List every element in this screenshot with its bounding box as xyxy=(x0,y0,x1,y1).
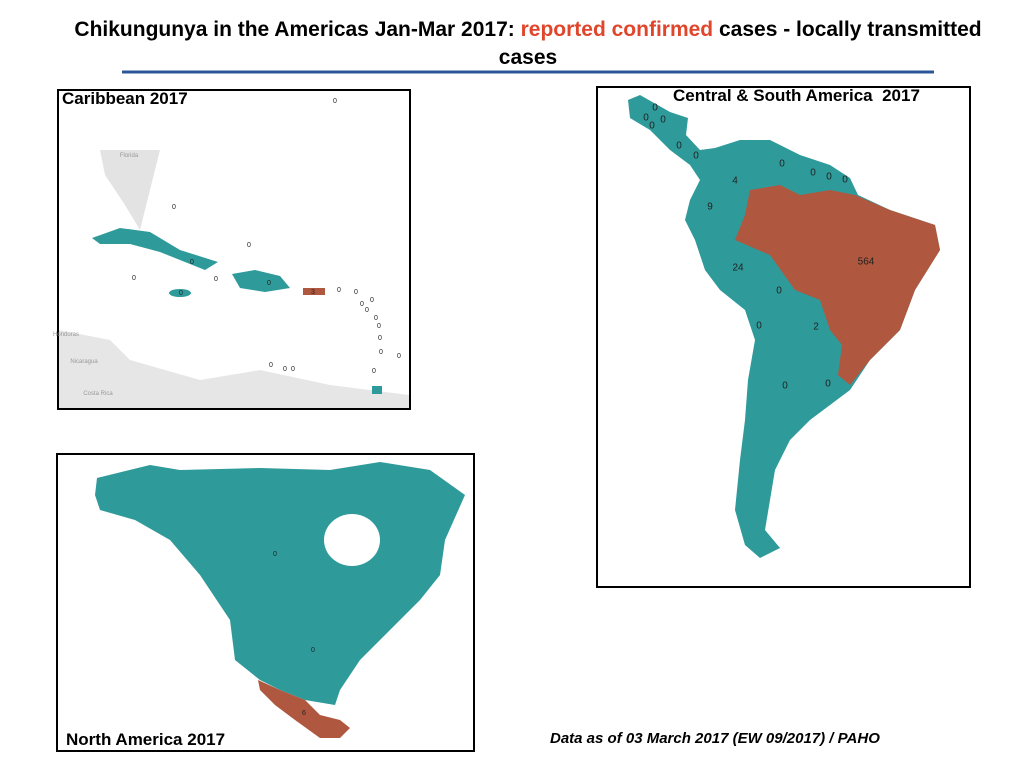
case-count: 0 xyxy=(825,379,831,390)
south-map: Central & South America 2017 xyxy=(596,86,971,588)
title-highlight: reported confirmed xyxy=(520,18,714,41)
place-label: Costa Rica xyxy=(83,391,113,397)
case-count: 0 xyxy=(397,353,401,360)
case-count: 0 xyxy=(372,368,376,375)
case-count: 0 xyxy=(190,259,194,266)
case-count: 24 xyxy=(732,263,744,274)
title-part: Chikungunya in the Americas Jan-Mar 2017… xyxy=(74,18,521,41)
case-count: 0 xyxy=(273,551,277,558)
north-map: North America 2017 xyxy=(56,453,475,752)
case-count: 0 xyxy=(214,276,218,283)
case-count: 0 xyxy=(693,151,699,162)
case-count: 0 xyxy=(779,159,785,170)
panel-title: North America 2017 xyxy=(66,730,225,749)
case-count: 0 xyxy=(333,98,337,105)
case-count: 3 xyxy=(311,289,315,296)
case-count: 0 xyxy=(756,321,762,332)
jamaica xyxy=(169,289,191,297)
case-count: 0 xyxy=(291,366,295,373)
case-count: 0 xyxy=(360,301,364,308)
hispaniola xyxy=(232,270,290,292)
place-label: Honduras xyxy=(53,332,79,338)
case-count: 0 xyxy=(379,349,383,356)
case-count: 6 xyxy=(302,710,306,717)
case-count: 0 xyxy=(377,323,381,330)
case-count: 0 xyxy=(660,115,666,126)
hudson-bay xyxy=(324,514,380,566)
case-count: 2 xyxy=(813,322,819,333)
caribbean-map: Caribbean 2017 xyxy=(57,89,411,410)
case-count: 0 xyxy=(179,290,183,297)
title-part: cases - locally transmitted cases xyxy=(498,18,982,69)
case-count: 0 xyxy=(826,172,832,183)
cuba xyxy=(92,228,218,270)
case-count: 0 xyxy=(782,381,788,392)
case-count: 0 xyxy=(374,315,378,322)
panel-title: Central & South America 2017 xyxy=(673,86,920,105)
case-count: 0 xyxy=(652,103,658,114)
case-count: 0 xyxy=(337,287,341,294)
case-count: 0 xyxy=(354,289,358,296)
case-count: 0 xyxy=(810,168,816,179)
case-count: 564 xyxy=(858,257,875,268)
case-count: 0 xyxy=(842,175,848,186)
case-count: 0 xyxy=(267,280,271,287)
panel-title: Caribbean 2017 xyxy=(62,89,188,108)
case-count: 0 xyxy=(247,242,251,249)
trinidad xyxy=(372,386,382,394)
case-count: 0 xyxy=(132,275,136,282)
case-count: 0 xyxy=(676,141,682,152)
case-count: 4 xyxy=(732,176,738,187)
case-count: 0 xyxy=(378,335,382,342)
case-count: 0 xyxy=(269,362,273,369)
place-label: Florida xyxy=(120,153,139,159)
land xyxy=(100,150,160,230)
case-count: 0 xyxy=(365,307,369,314)
case-count: 0 xyxy=(172,204,176,211)
case-count: 0 xyxy=(311,647,315,654)
case-count: 9 xyxy=(707,202,713,213)
case-count: 0 xyxy=(643,113,649,124)
case-count: 0 xyxy=(283,366,287,373)
title: Chikungunya in the Americas Jan-Mar 2017… xyxy=(70,16,986,72)
land xyxy=(59,330,409,408)
mexico xyxy=(258,680,350,738)
case-count: 0 xyxy=(370,297,374,304)
source-note: Data as of 03 March 2017 (EW 09/2017) / … xyxy=(550,730,880,747)
place-label: Nicaragua xyxy=(70,359,98,365)
brazil xyxy=(735,185,940,385)
case-count: 0 xyxy=(776,286,782,297)
case-count: 0 xyxy=(649,121,655,132)
puerto-rico xyxy=(303,288,325,295)
